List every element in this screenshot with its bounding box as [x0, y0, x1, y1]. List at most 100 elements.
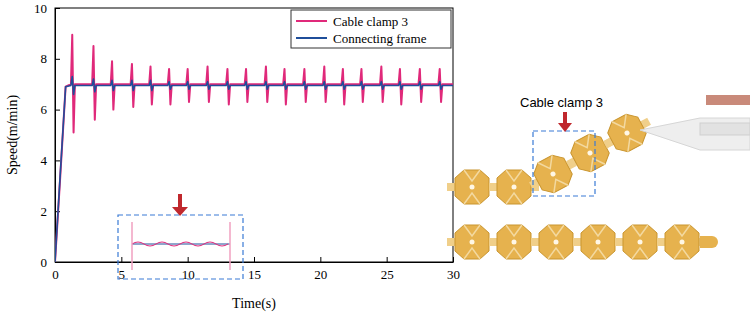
chain-detail [674, 225, 690, 259]
y-tick-label: 6 [41, 102, 48, 117]
plot: 0 5 10 15 20 25 30 0 2 4 6 8 10 Cable clamp 3 Connecti… [34, 1, 460, 283]
chain-end [700, 236, 718, 248]
x-tick-label: 10 [182, 267, 195, 282]
x-tick: 20 [314, 257, 327, 282]
y-tick: 0 [41, 255, 61, 270]
x-tick: 30 [447, 257, 460, 282]
y-tick-mark [55, 160, 60, 161]
gripper-bar [700, 123, 750, 135]
chain-plate [581, 225, 615, 259]
chain-pin [624, 130, 631, 137]
x-tick-mark [320, 257, 321, 262]
chain-pin [470, 185, 475, 190]
y-tick: 6 [41, 102, 61, 117]
highlight-box [533, 131, 595, 196]
inset-arrow [172, 207, 188, 216]
highlight-arrow [558, 123, 572, 132]
legend-box [291, 10, 451, 48]
y-axis-title: Speed(m/min) [5, 95, 21, 175]
y-tick-label: 2 [41, 204, 48, 219]
chain-plate [530, 151, 576, 197]
y-tick-mark [55, 8, 60, 9]
inset-arrow [178, 194, 182, 208]
chain-detail [590, 225, 606, 259]
legend-label: Cable clamp 3 [333, 14, 408, 29]
gripper-top [706, 95, 750, 105]
chain-detail [464, 170, 480, 204]
x-tick-label: 20 [314, 267, 327, 282]
series-line [55, 35, 453, 262]
y-tick-label: 0 [41, 255, 48, 270]
chain-link [489, 170, 539, 204]
x-tick: 15 [248, 257, 261, 282]
x-tick-label: 5 [119, 267, 126, 282]
x-tick: 25 [381, 257, 394, 282]
chain-pin [638, 240, 643, 245]
x-tick-label: 30 [447, 267, 460, 282]
x-tick-label: 15 [248, 267, 261, 282]
y-tick-mark [55, 110, 60, 111]
chain-pin [554, 240, 559, 245]
x-tick-mark [188, 257, 189, 262]
inset-box [118, 215, 243, 279]
y-tick-label: 4 [41, 153, 48, 168]
x-axis-line [56, 262, 454, 263]
x-tick-mark [387, 257, 388, 262]
chain-pin [512, 240, 517, 245]
chain-plate [567, 130, 613, 176]
chain-pin [680, 240, 685, 245]
chain-detail [575, 134, 605, 172]
series-line [55, 77, 453, 262]
y-tick: 8 [41, 51, 61, 66]
y-axis-line [55, 9, 56, 263]
chain-plate [455, 225, 489, 259]
chain-plate [665, 225, 699, 259]
plot-frame [55, 8, 453, 262]
chain-pin [512, 185, 517, 190]
y-tick: 10 [34, 1, 60, 16]
legend-swatch [296, 20, 327, 22]
chain-plate [497, 225, 531, 259]
legend: Cable clamp 3 Connecting frame [291, 10, 451, 48]
legend-label: Connecting frame [333, 31, 427, 46]
chain-plate [623, 225, 657, 259]
y-tick-label: 8 [41, 51, 48, 66]
chain-plate [539, 225, 573, 259]
y-tick-mark [55, 59, 60, 60]
annotation: Cable clamp 3 [520, 95, 603, 110]
chain-pin [596, 240, 601, 245]
chart-root: 0 5 10 15 20 25 30 0 2 4 6 8 10 Cable clamp 3 Connecti… [0, 0, 750, 328]
x-tick-mark [453, 257, 454, 262]
x-axis: 0 5 10 15 20 25 30 [52, 257, 460, 282]
gripper [640, 118, 750, 150]
chain-pin [470, 240, 475, 245]
chain-plate [497, 170, 531, 204]
inset-decoration [118, 194, 243, 279]
x-tick-label: 25 [381, 267, 394, 282]
x-axis-title: Time(s) [232, 296, 276, 312]
chain-detail [632, 225, 648, 259]
highlight-arrow [563, 112, 567, 124]
y-tick-mark [55, 262, 60, 263]
y-tick-label: 10 [34, 1, 47, 16]
chain-plate [455, 170, 489, 204]
y-tick: 4 [41, 153, 61, 168]
chain-detail [612, 114, 642, 152]
chain-detail [538, 155, 568, 193]
chain-pin [550, 171, 557, 178]
chain-plate [604, 110, 650, 156]
x-tick-mark [121, 257, 122, 262]
inset-trace [132, 242, 228, 246]
chain-link [657, 225, 707, 259]
illustration: Cable clamp 3 [447, 95, 750, 259]
inset-trace [229, 222, 231, 270]
legend-swatch [296, 37, 327, 39]
inset-trace [131, 222, 133, 270]
chain-pin [587, 150, 594, 157]
chain-detail [506, 170, 522, 204]
x-tick-label: 0 [52, 267, 59, 282]
x-tick-mark [254, 257, 255, 262]
chain-detail [548, 225, 564, 259]
chain-detail [506, 225, 522, 259]
chain-detail [464, 225, 480, 259]
